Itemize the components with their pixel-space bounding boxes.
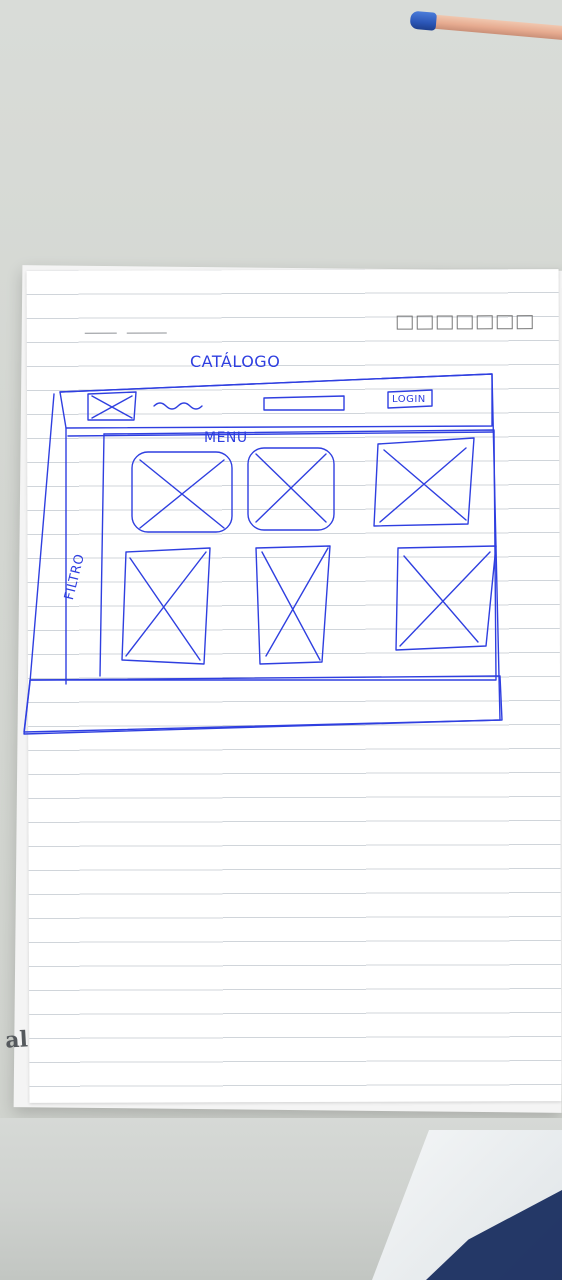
header-box: [476, 315, 493, 330]
header-box: [396, 315, 413, 330]
header-box: [416, 315, 433, 330]
sketch-menu-label: MENU: [204, 430, 248, 446]
notebook-page: al: [5, 269, 562, 1103]
sketch-title: CATÁLOGO: [190, 352, 281, 371]
page-header-boxes: [396, 315, 533, 330]
header-box: [516, 315, 533, 330]
sketch-login-label: LOGIN: [392, 394, 426, 405]
date-lines: [85, 324, 173, 334]
notebook-brand: al: [4, 1026, 29, 1054]
header-box: [456, 315, 473, 330]
pen-cap: [409, 10, 438, 31]
header-box: [436, 315, 453, 330]
pen-barrel: [427, 14, 562, 42]
pen: [409, 7, 562, 48]
header-box: [496, 315, 513, 330]
